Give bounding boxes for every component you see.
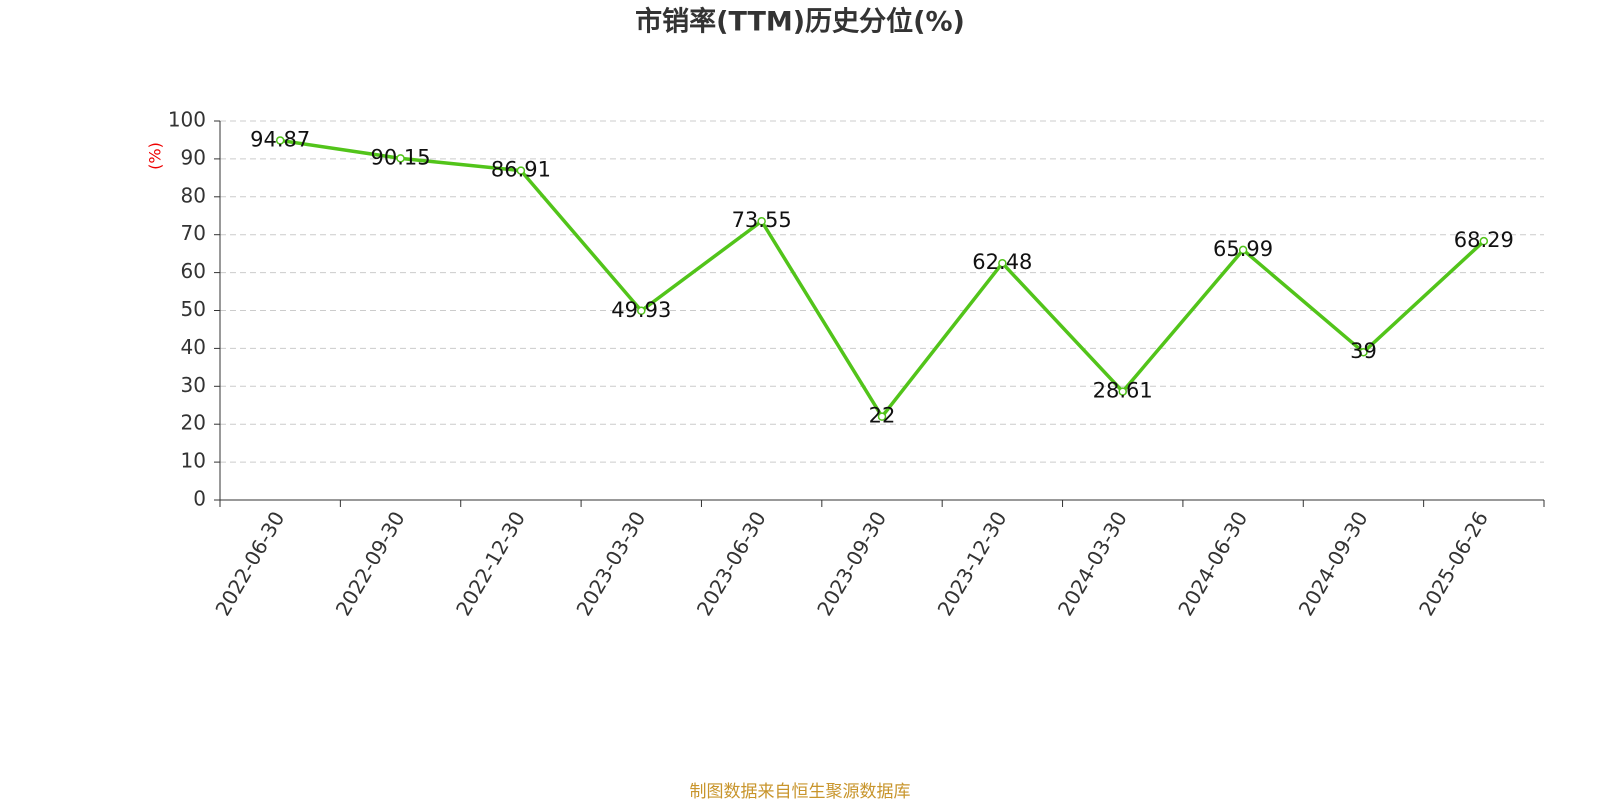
data-label: 28.61 [1093,379,1153,403]
chart-title: 市销率(TTM)历史分位(%) [635,6,965,38]
y-tick-label: 20 [181,411,206,435]
point [1238,245,1248,255]
data-label: 62.48 [972,250,1032,274]
data-label: 49.93 [611,298,671,322]
y-tick-label: 30 [181,373,206,397]
x-tick-label: 2024-03-30 [1053,507,1132,620]
y-tick-label: 100 [168,108,206,132]
x-tick-label: 2024-09-30 [1294,507,1373,620]
point [877,412,887,421]
point [1479,236,1489,246]
data-label: 73.55 [732,208,792,232]
point [516,166,526,175]
data-label: 86.91 [491,158,551,182]
point [396,154,405,163]
x-tick-label: 2023-06-30 [692,507,771,620]
x-tick-label: 2023-12-30 [933,507,1012,620]
y-tick-label: 70 [181,221,206,245]
y-tick-label: 50 [181,297,206,321]
y-tick-label: 60 [181,259,206,283]
x-tick-label: 2023-09-30 [812,507,891,620]
x-tick-label: 2025-06-26 [1414,507,1493,620]
data-label: 65.99 [1213,237,1273,261]
line [279,138,1486,420]
y-tick-label: 90 [181,145,206,169]
point [998,258,1007,268]
x-tick-label: 2022-06-30 [210,507,289,620]
data-label: 90.15 [370,145,430,169]
data-label: 39 [1350,339,1377,363]
point [637,306,646,316]
point [757,216,766,226]
data-label: 68.29 [1454,228,1514,252]
y-tick-label: 0 [193,487,206,511]
x-tick-label: 2022-09-30 [331,507,410,620]
y-tick-label: 80 [181,183,206,207]
x-tick-label: 2022-12-30 [451,507,530,620]
data-label: 94.87 [250,127,310,151]
point [1359,347,1368,357]
y-tick-label: 10 [181,449,206,473]
x-tick-label: 2023-03-30 [571,507,650,620]
source-note: 制图数据来自恒生聚源数据库 [690,782,911,800]
point [275,136,285,145]
x-tick-label: 2024-06-30 [1173,507,1252,620]
point [1118,387,1127,396]
y-tick-label: 40 [181,335,206,359]
data-label: 22 [869,404,896,428]
y-axis-label: (%) [146,142,165,170]
